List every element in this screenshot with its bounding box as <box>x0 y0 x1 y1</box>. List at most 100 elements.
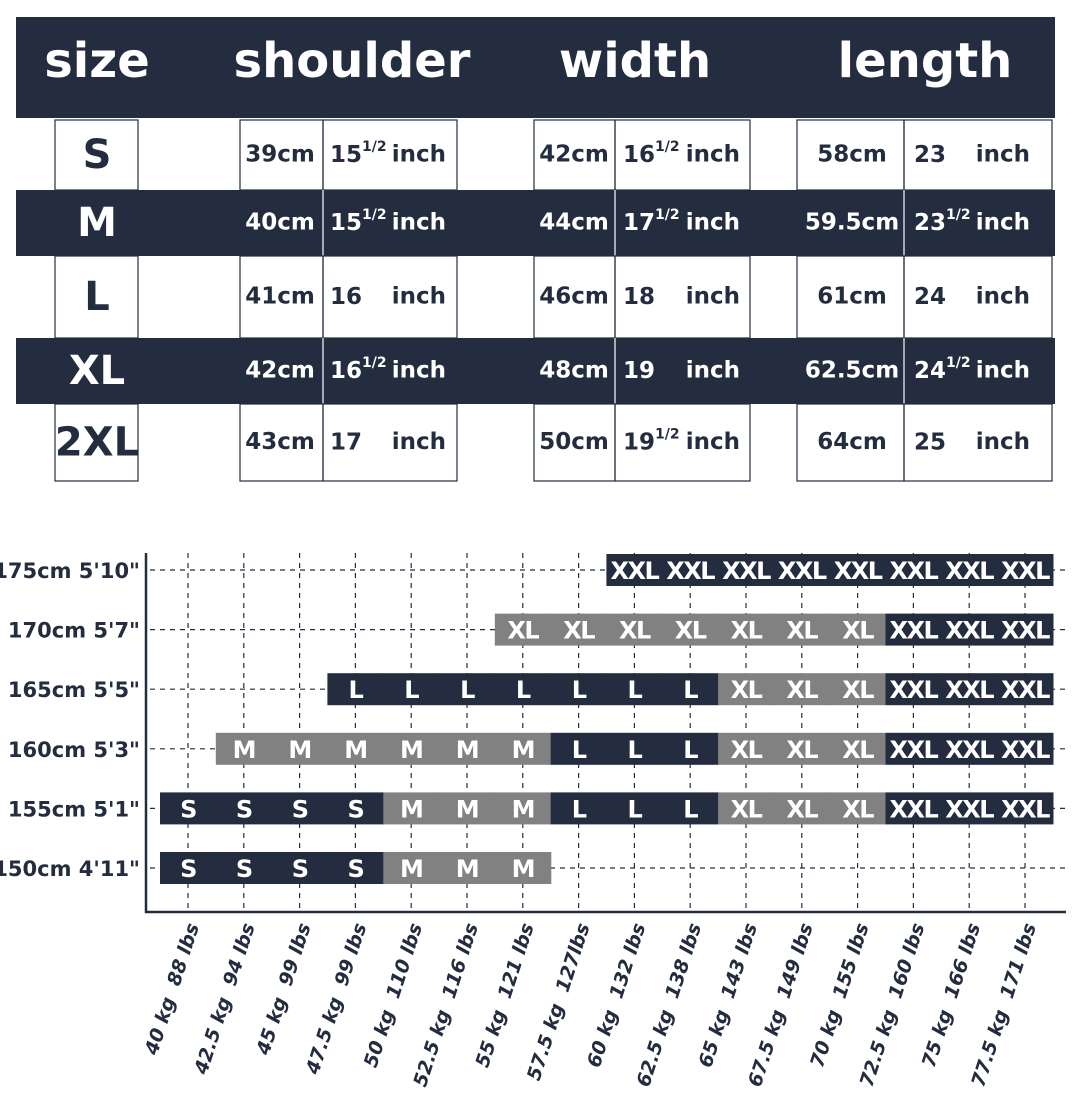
cell-box <box>614 403 751 482</box>
inch-value: 231/2 <box>914 207 971 236</box>
inch-whole: 16 <box>330 284 362 310</box>
header-cell: shoulder <box>234 33 471 89</box>
inch-unit: inch <box>686 429 740 455</box>
cm-value: 59.5cm <box>805 210 899 236</box>
cm-value: 43cm <box>245 429 315 455</box>
cm-value: 64cm <box>817 429 887 455</box>
size-cell: XXL <box>610 557 659 585</box>
size-cell: XXL <box>945 557 994 585</box>
size-cell: XL <box>842 676 874 704</box>
size-bar <box>885 613 942 646</box>
cm-value: 61cm <box>817 284 887 310</box>
size-bar <box>829 732 886 765</box>
size-bar <box>160 852 217 884</box>
inch-value: 161/2 <box>623 139 680 168</box>
inch-unit: inch <box>392 210 446 236</box>
size-cell: XXL <box>1001 557 1050 585</box>
size-cell: XL <box>731 736 763 764</box>
size-bar <box>718 673 775 706</box>
size-cell: S <box>292 855 308 883</box>
height-label: 165cm 5'5" <box>8 678 140 702</box>
inch-fraction: 1/2 <box>362 139 387 155</box>
cm-value: 46cm <box>539 284 609 310</box>
size-cell: L <box>404 676 419 704</box>
size-bar <box>885 732 942 765</box>
size-cell: XL <box>842 617 874 645</box>
size-bar <box>773 554 831 586</box>
size-cell: XL <box>786 795 818 823</box>
size-cell: XXL <box>889 676 938 704</box>
inch-value: 17 <box>330 429 362 455</box>
inch-unit: inch <box>976 210 1030 236</box>
size-bar <box>439 852 496 884</box>
size-bar <box>494 852 552 884</box>
size-bar <box>941 732 998 765</box>
height-label: 170cm 5'7" <box>8 619 140 643</box>
size-bar <box>829 792 886 825</box>
row-band <box>16 338 1055 404</box>
size-cell: XL <box>786 676 818 704</box>
inch-value: 161/2 <box>330 355 387 384</box>
size-cell: XXL <box>889 557 938 585</box>
header-cell: width <box>559 33 711 89</box>
weight-label: 45 kg 99 lbs <box>252 920 316 1058</box>
weight-label: 40 kg 88 lbs <box>140 920 204 1058</box>
size-bar <box>885 554 942 586</box>
height-label: 155cm 5'1" <box>8 797 140 821</box>
size-cell: L <box>628 736 643 764</box>
size-bar <box>718 732 775 765</box>
size-bar <box>718 792 775 825</box>
size-bar <box>662 613 719 646</box>
size-cell: S <box>348 855 364 883</box>
inch-fraction: 1/2 <box>946 207 971 223</box>
inch-unit: inch <box>686 358 740 384</box>
inch-fraction: 1/2 <box>655 207 680 223</box>
size-bar <box>885 673 942 706</box>
size-bar <box>941 792 998 825</box>
cm-value: 44cm <box>539 210 609 236</box>
size-bar <box>439 732 496 765</box>
size-bar <box>383 792 440 825</box>
size-cell: XXL <box>889 617 938 645</box>
inch-value: 191/2 <box>623 427 680 456</box>
inch-value: 23 <box>914 142 946 168</box>
inch-whole: 24 <box>914 358 946 384</box>
size-cell: XXL <box>834 557 883 585</box>
size-cell: XL <box>563 617 595 645</box>
size-bar <box>606 554 663 586</box>
weight-label: 65 kg 143 lbs <box>695 920 762 1070</box>
size-cell: XL <box>842 736 874 764</box>
cell-box <box>322 403 458 482</box>
inch-whole: 23 <box>914 142 946 168</box>
size-cell: M <box>288 736 310 764</box>
inch-unit: inch <box>976 358 1030 384</box>
size-bar <box>550 732 607 765</box>
size-bar <box>662 554 719 586</box>
size-cell: L <box>628 795 643 823</box>
cm-value: 58cm <box>817 142 887 168</box>
row-band <box>16 190 1055 256</box>
size-cell: M <box>456 736 478 764</box>
header-cell: size <box>44 33 150 89</box>
weight-label: 60 kg 132 lbs <box>583 920 650 1070</box>
inch-whole: 24 <box>914 284 946 310</box>
size-bar <box>997 792 1054 825</box>
size-cell: S <box>180 855 196 883</box>
size-cell: M <box>512 736 534 764</box>
size-bar <box>997 673 1054 706</box>
inch-whole: 15 <box>330 210 362 236</box>
size-bar <box>718 613 775 646</box>
weight-label: 55 kg 121 lbs <box>471 920 538 1070</box>
size-bar <box>606 613 663 646</box>
size-cell: S <box>348 795 364 823</box>
size-cell: M <box>512 855 534 883</box>
size-cell: M <box>400 795 422 823</box>
size-bar <box>439 673 496 706</box>
size-bar <box>662 792 719 825</box>
size-bar <box>550 792 607 825</box>
cm-value: 40cm <box>245 210 315 236</box>
cell-box <box>903 403 1053 482</box>
weight-label: 47.5 kg 99 lbs <box>302 920 372 1077</box>
size-bar <box>215 852 273 884</box>
weight-label: 70 kg 155 lbs <box>806 920 873 1070</box>
